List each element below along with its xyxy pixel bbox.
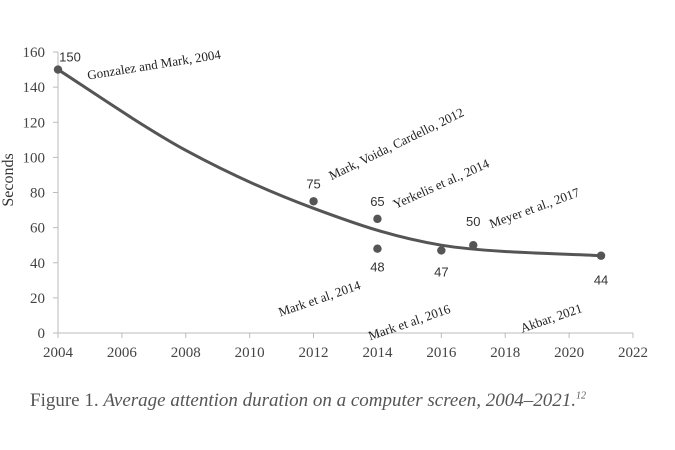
data-point — [309, 197, 318, 206]
axes: 2004 2006 2008 2010 2012 2014 2016 2018 2020 2022… — [23, 45, 649, 361]
x-tick-label: 2020 — [554, 345, 584, 361]
x-tick-label: 2006 — [107, 345, 138, 361]
caption-prefix: Figure 1. — [30, 390, 99, 411]
data-value-label: 150 — [59, 50, 81, 65]
data-point — [373, 214, 382, 224]
y-tick-label: 160 — [23, 45, 46, 61]
data-citation-label: Meyer et al., 2017 — [487, 184, 582, 231]
y-tick-label: 120 — [23, 115, 46, 131]
x-tick-label: 2016 — [426, 345, 457, 361]
data-value-label: 48 — [370, 260, 384, 275]
x-tick-label: 2008 — [171, 345, 201, 361]
data-point — [596, 251, 606, 260]
trend-line — [57, 68, 602, 258]
data-value-label: 47 — [434, 264, 448, 279]
y-axis-label: Seconds — [0, 153, 17, 206]
data-point — [469, 240, 478, 250]
data-value-label: 44 — [594, 273, 608, 288]
data-citation-label: Yerkelis et al., 2014 — [391, 155, 492, 211]
y-tick-label: 80 — [30, 186, 45, 202]
y-tick-label: 40 — [30, 256, 45, 272]
data-citation-label: Akbar, 2021 — [518, 300, 584, 335]
x-tick-label: 2022 — [618, 345, 648, 361]
data-points: 150 Gonzalez and Mark, 2004 75 Mark, Voida,… — [53, 47, 608, 343]
figure-caption: Figure 1. Average attention duration on … — [30, 390, 670, 412]
data-value-label: 65 — [370, 194, 384, 209]
y-tick-label: 0 — [38, 326, 46, 342]
y-tick-label: 140 — [23, 80, 46, 96]
data-citation-label: Gonzalez and Mark, 2004 — [86, 47, 222, 83]
caption-title: Average attention duration on a computer… — [103, 390, 577, 411]
data-citation-label: Mark et al, 2014 — [276, 277, 363, 319]
x-tick-label: 2012 — [299, 345, 329, 361]
caption-footnote: 12 — [576, 390, 587, 402]
y-tick-label: 60 — [30, 221, 45, 237]
y-tick-label: 100 — [23, 150, 46, 166]
data-point — [373, 244, 382, 253]
x-tick-label: 2018 — [490, 345, 520, 361]
data-value-label: 75 — [306, 176, 320, 191]
x-tick-label: 2010 — [235, 345, 265, 361]
data-citation-label: Mark et al, 2016 — [366, 301, 453, 343]
x-tick-label: 2014 — [362, 345, 393, 361]
x-tick-label: 2004 — [43, 345, 74, 361]
data-point — [53, 65, 63, 74]
data-value-label: 50 — [466, 214, 480, 229]
data-citation-label: Mark, Voida, Cardello, 2012 — [326, 104, 466, 182]
data-point — [437, 246, 446, 255]
y-tick-label: 20 — [30, 291, 45, 307]
attention-chart: 2004 2006 2008 2010 2012 2014 2016 2018 2020 2022… — [0, 45, 649, 361]
